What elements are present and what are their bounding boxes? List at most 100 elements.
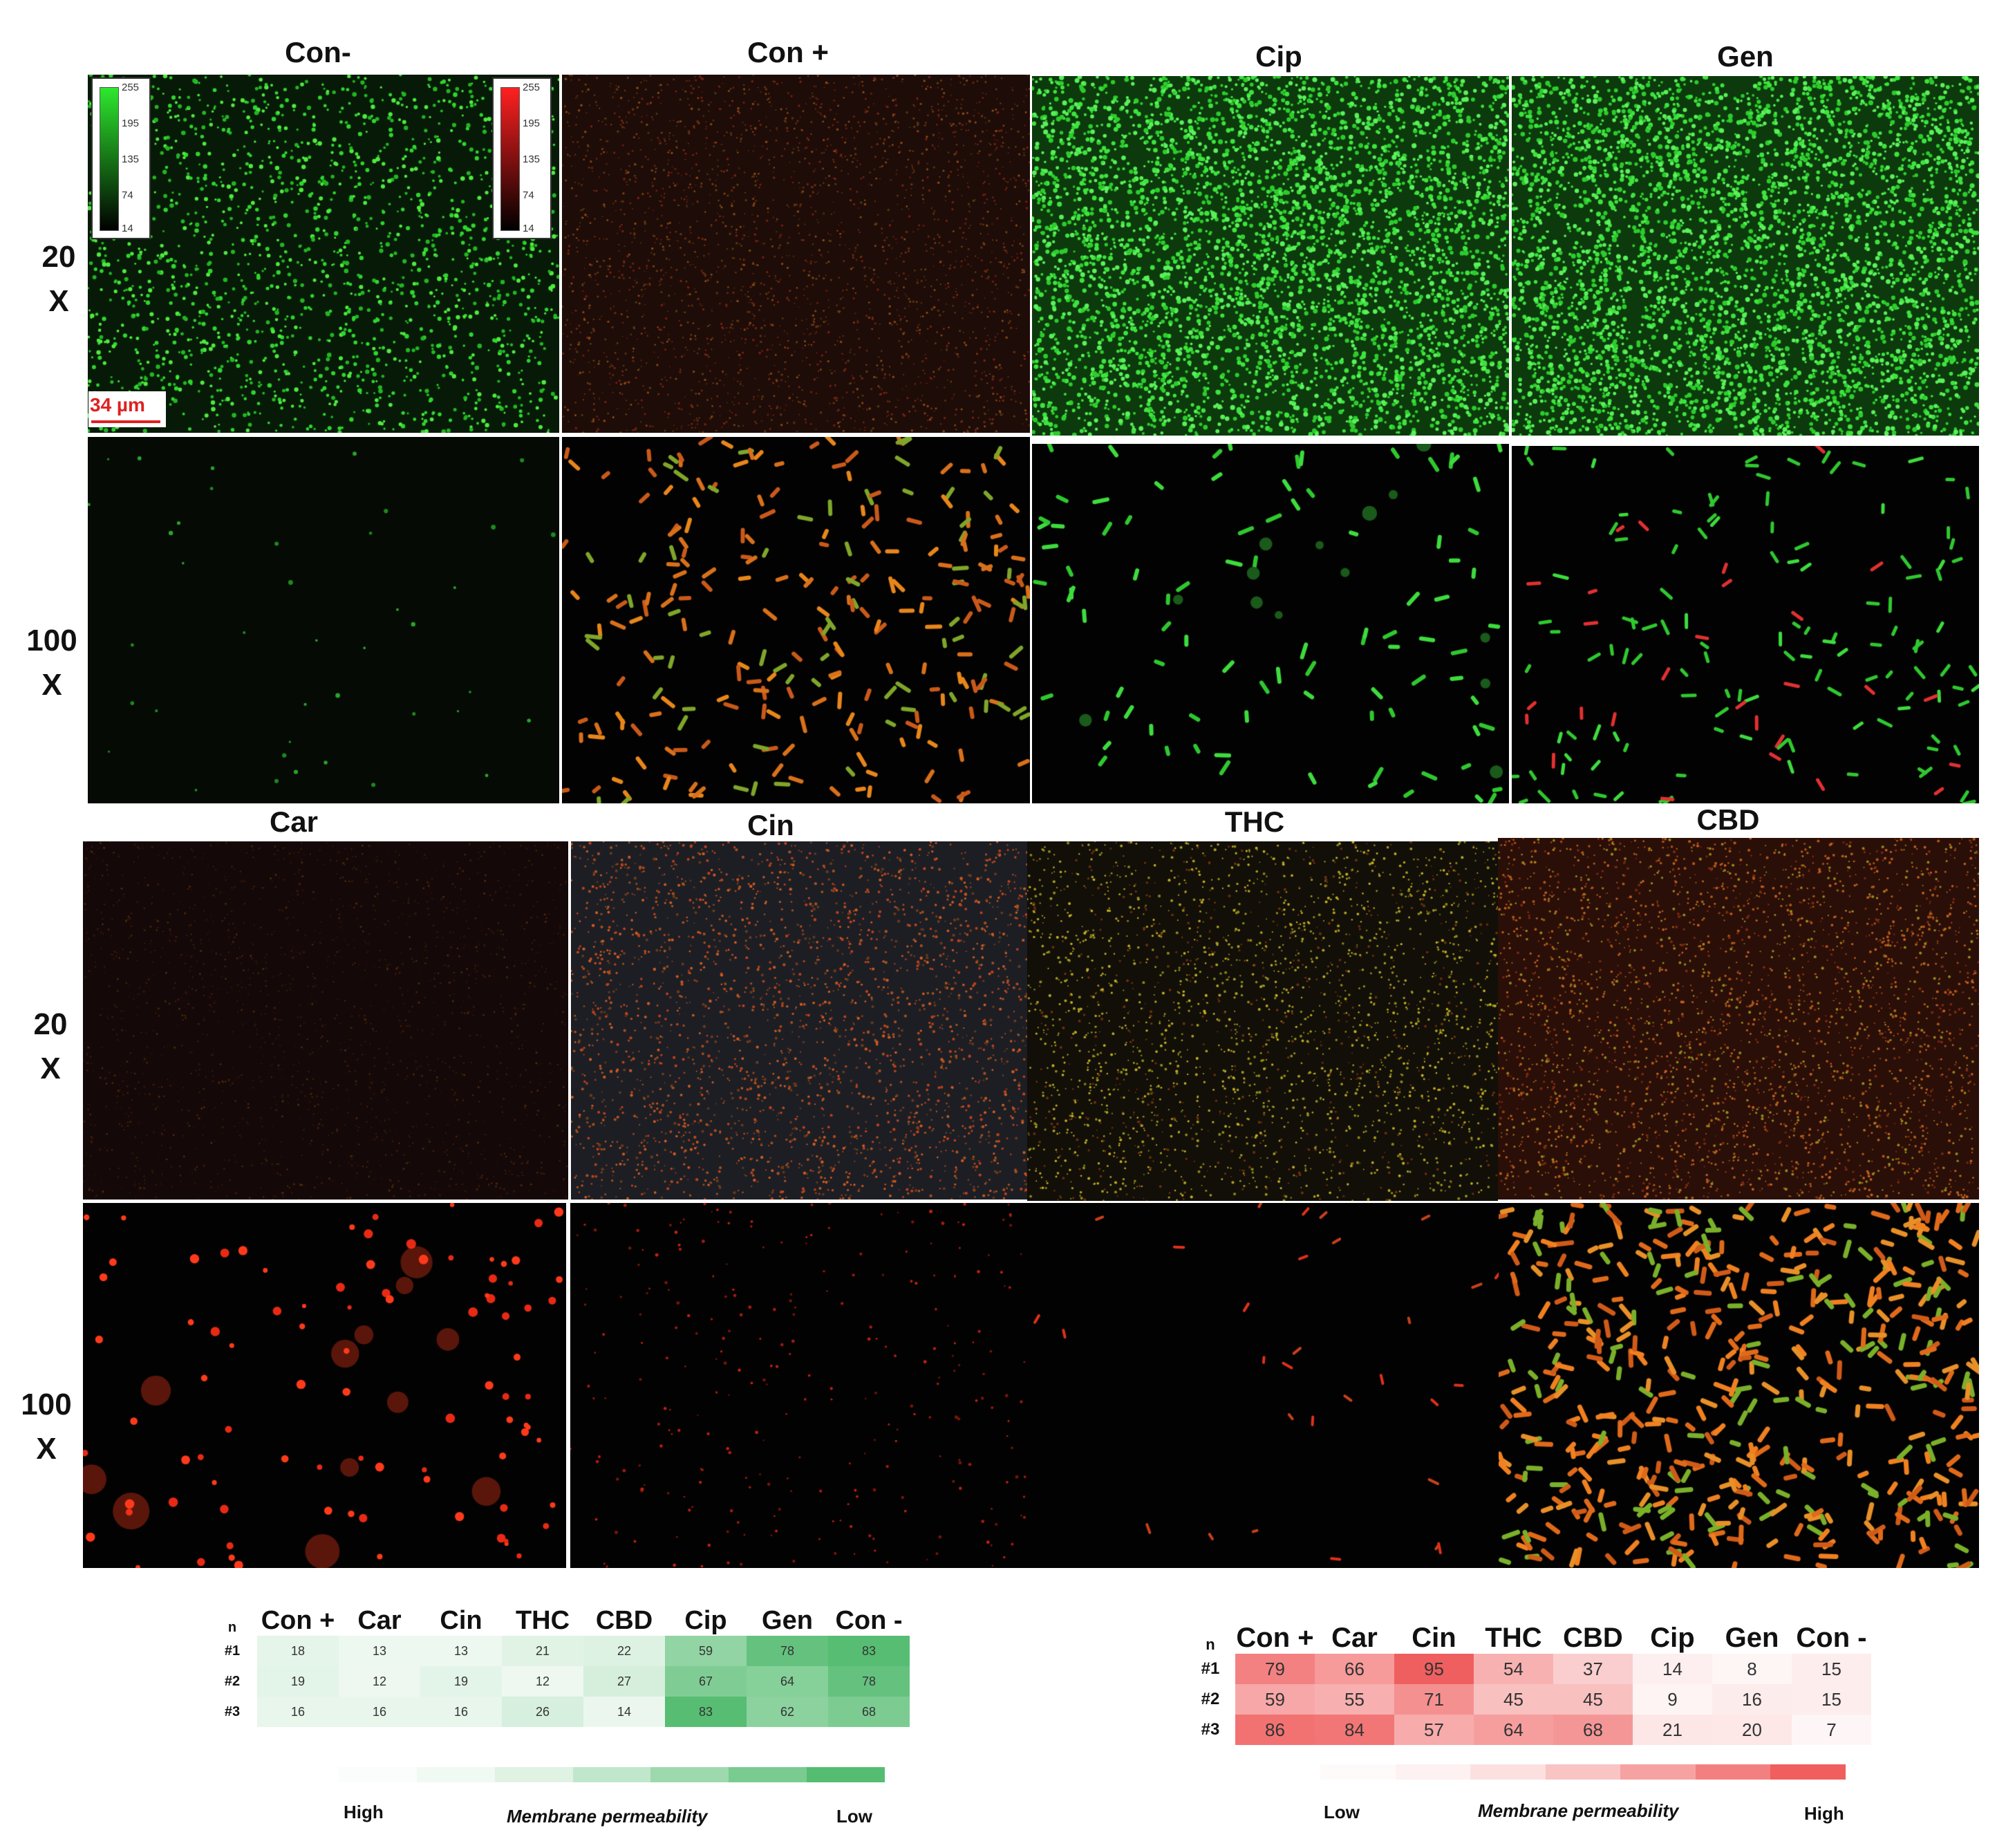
micrograph-canvas xyxy=(83,1203,566,1568)
heatmap-cell: 64 xyxy=(747,1666,828,1697)
column-header: Con - xyxy=(1796,1623,1867,1653)
column-header: Cip xyxy=(1650,1623,1695,1653)
micrograph-cin-20x xyxy=(571,841,1027,1200)
heatmap-cell: 19 xyxy=(257,1666,339,1697)
col-label-con-neg: Con- xyxy=(285,36,351,68)
legend-swatch xyxy=(572,1767,651,1782)
column-header: Cin xyxy=(440,1606,482,1635)
heatmap-cell: 79 xyxy=(1235,1654,1315,1684)
micrograph-con-pos-100x xyxy=(562,437,1030,803)
row-header: #2 xyxy=(1201,1690,1220,1708)
micrograph-canvas xyxy=(571,841,1027,1200)
row-label-bottom-100x: 100 X xyxy=(21,1388,72,1466)
row-label-bottom-20x: 20 X xyxy=(33,1007,68,1085)
row-header: #2 xyxy=(224,1673,241,1689)
green-legend-left: High xyxy=(344,1802,384,1822)
legend-swatch xyxy=(339,1767,417,1782)
legend-swatch xyxy=(1470,1764,1546,1780)
row-header: #1 xyxy=(224,1643,241,1659)
col-label-cbd: CBD xyxy=(1696,803,1760,836)
heatmap-cell: 68 xyxy=(828,1697,910,1727)
legend-swatch xyxy=(494,1767,573,1782)
heatmap-cell: 57 xyxy=(1394,1715,1474,1745)
column-header: Gen xyxy=(762,1606,813,1635)
table-corner: n xyxy=(1206,1636,1215,1653)
heatmap-cell: 78 xyxy=(828,1666,910,1697)
row-label-top-20x: 20 X xyxy=(41,240,76,318)
micrograph-canvas xyxy=(1499,1203,1979,1568)
heatmap-cell: 71 xyxy=(1394,1684,1474,1715)
heatmap-cell: 83 xyxy=(665,1697,747,1727)
micrograph-cbd-100x xyxy=(1499,1203,1979,1568)
col-label-con-pos: Con + xyxy=(747,36,829,68)
heatmap-cell: 7 xyxy=(1792,1715,1871,1745)
column-header: Car xyxy=(1331,1623,1378,1653)
micrograph-thc-100x xyxy=(1027,1203,1510,1568)
row-header: #3 xyxy=(224,1704,241,1719)
micrograph-canvas xyxy=(1498,838,1979,1200)
heatmap-cell: 21 xyxy=(1633,1715,1712,1745)
micrograph-canvas xyxy=(1032,444,1509,803)
micrograph-canvas xyxy=(83,841,568,1200)
heatmap-cell: 15 xyxy=(1792,1684,1871,1715)
legend-swatch xyxy=(1770,1764,1846,1780)
heatmap-cell: 21 xyxy=(502,1636,583,1666)
heatmap-cell: 83 xyxy=(828,1636,910,1666)
green-colorbar: 255 195 135 74 14 xyxy=(91,77,151,239)
heatmap-cell: 14 xyxy=(1633,1654,1712,1684)
column-header: THC xyxy=(515,1606,570,1635)
red-legend-middle: Membrane permeability xyxy=(1478,1800,1679,1821)
col-label-car: Car xyxy=(269,805,319,838)
heatmap-cell: 20 xyxy=(1712,1715,1792,1745)
column-header: CBD xyxy=(595,1606,653,1635)
column-header: Cin xyxy=(1412,1623,1456,1653)
legend-swatch xyxy=(1395,1764,1471,1780)
column-header: Con + xyxy=(261,1606,335,1635)
heatmap-cell: 16 xyxy=(1712,1684,1792,1715)
legend-swatch xyxy=(1320,1764,1396,1780)
heatmap-cell: 16 xyxy=(339,1697,420,1727)
heatmap-cell: 62 xyxy=(747,1697,828,1727)
col-label-cin: Cin xyxy=(747,809,794,841)
red-legend-right: High xyxy=(1804,1803,1844,1824)
legend-swatch xyxy=(650,1767,729,1782)
red-colorbar: 255 195 135 74 14 xyxy=(492,77,552,239)
micrograph-thc-20x xyxy=(1027,841,1498,1201)
heatmap-cell: 13 xyxy=(339,1636,420,1666)
heatmap-cell: 18 xyxy=(257,1636,339,1666)
heatmap-cell: 78 xyxy=(747,1636,828,1666)
heatmap-cell: 68 xyxy=(1553,1715,1633,1745)
heatmap-cell: 64 xyxy=(1474,1715,1553,1745)
column-header: Con - xyxy=(835,1606,903,1635)
legend-swatch xyxy=(1545,1764,1621,1780)
heatmap-cell: 16 xyxy=(257,1697,339,1727)
heatmap-cell: 86 xyxy=(1235,1715,1315,1745)
micrograph-cip-20x xyxy=(1032,76,1509,436)
heatmap-cell: 15 xyxy=(1792,1654,1871,1684)
green-permeability-legend-bar xyxy=(339,1767,885,1782)
micrograph-canvas xyxy=(88,437,559,803)
micrograph-cip-100x xyxy=(1032,444,1509,803)
heatmap-cell: 12 xyxy=(339,1666,420,1697)
heatmap-cell: 55 xyxy=(1315,1684,1394,1715)
heatmap-cell: 13 xyxy=(420,1636,502,1666)
heatmap-cell: 66 xyxy=(1315,1654,1394,1684)
heatmap-cell: 12 xyxy=(502,1666,583,1697)
micrograph-canvas xyxy=(1512,76,1979,436)
micrograph-canvas xyxy=(562,75,1030,433)
micrograph-cbd-20x xyxy=(1498,838,1979,1200)
heatmap-cell: 16 xyxy=(420,1697,502,1727)
heatmap-cell: 22 xyxy=(583,1636,665,1666)
micrograph-canvas xyxy=(1027,1203,1510,1568)
heatmap-cell: 95 xyxy=(1394,1654,1474,1684)
heatmap-cell: 45 xyxy=(1553,1684,1633,1715)
heatmap-cell: 84 xyxy=(1315,1715,1394,1745)
micrograph-con-pos-20x xyxy=(562,75,1030,433)
row-header: #3 xyxy=(1201,1720,1220,1739)
col-label-cip: Cip xyxy=(1255,40,1302,73)
micrograph-car-100x xyxy=(83,1203,566,1568)
red-heatmap-table: n Con + Car Cin THC CBD Cip Gen Con - #1 79 66 95 54 3… xyxy=(1185,1611,1871,1745)
column-header: THC xyxy=(1485,1623,1542,1653)
micrograph-canvas xyxy=(1027,841,1498,1201)
micrograph-canvas xyxy=(570,1203,1027,1568)
